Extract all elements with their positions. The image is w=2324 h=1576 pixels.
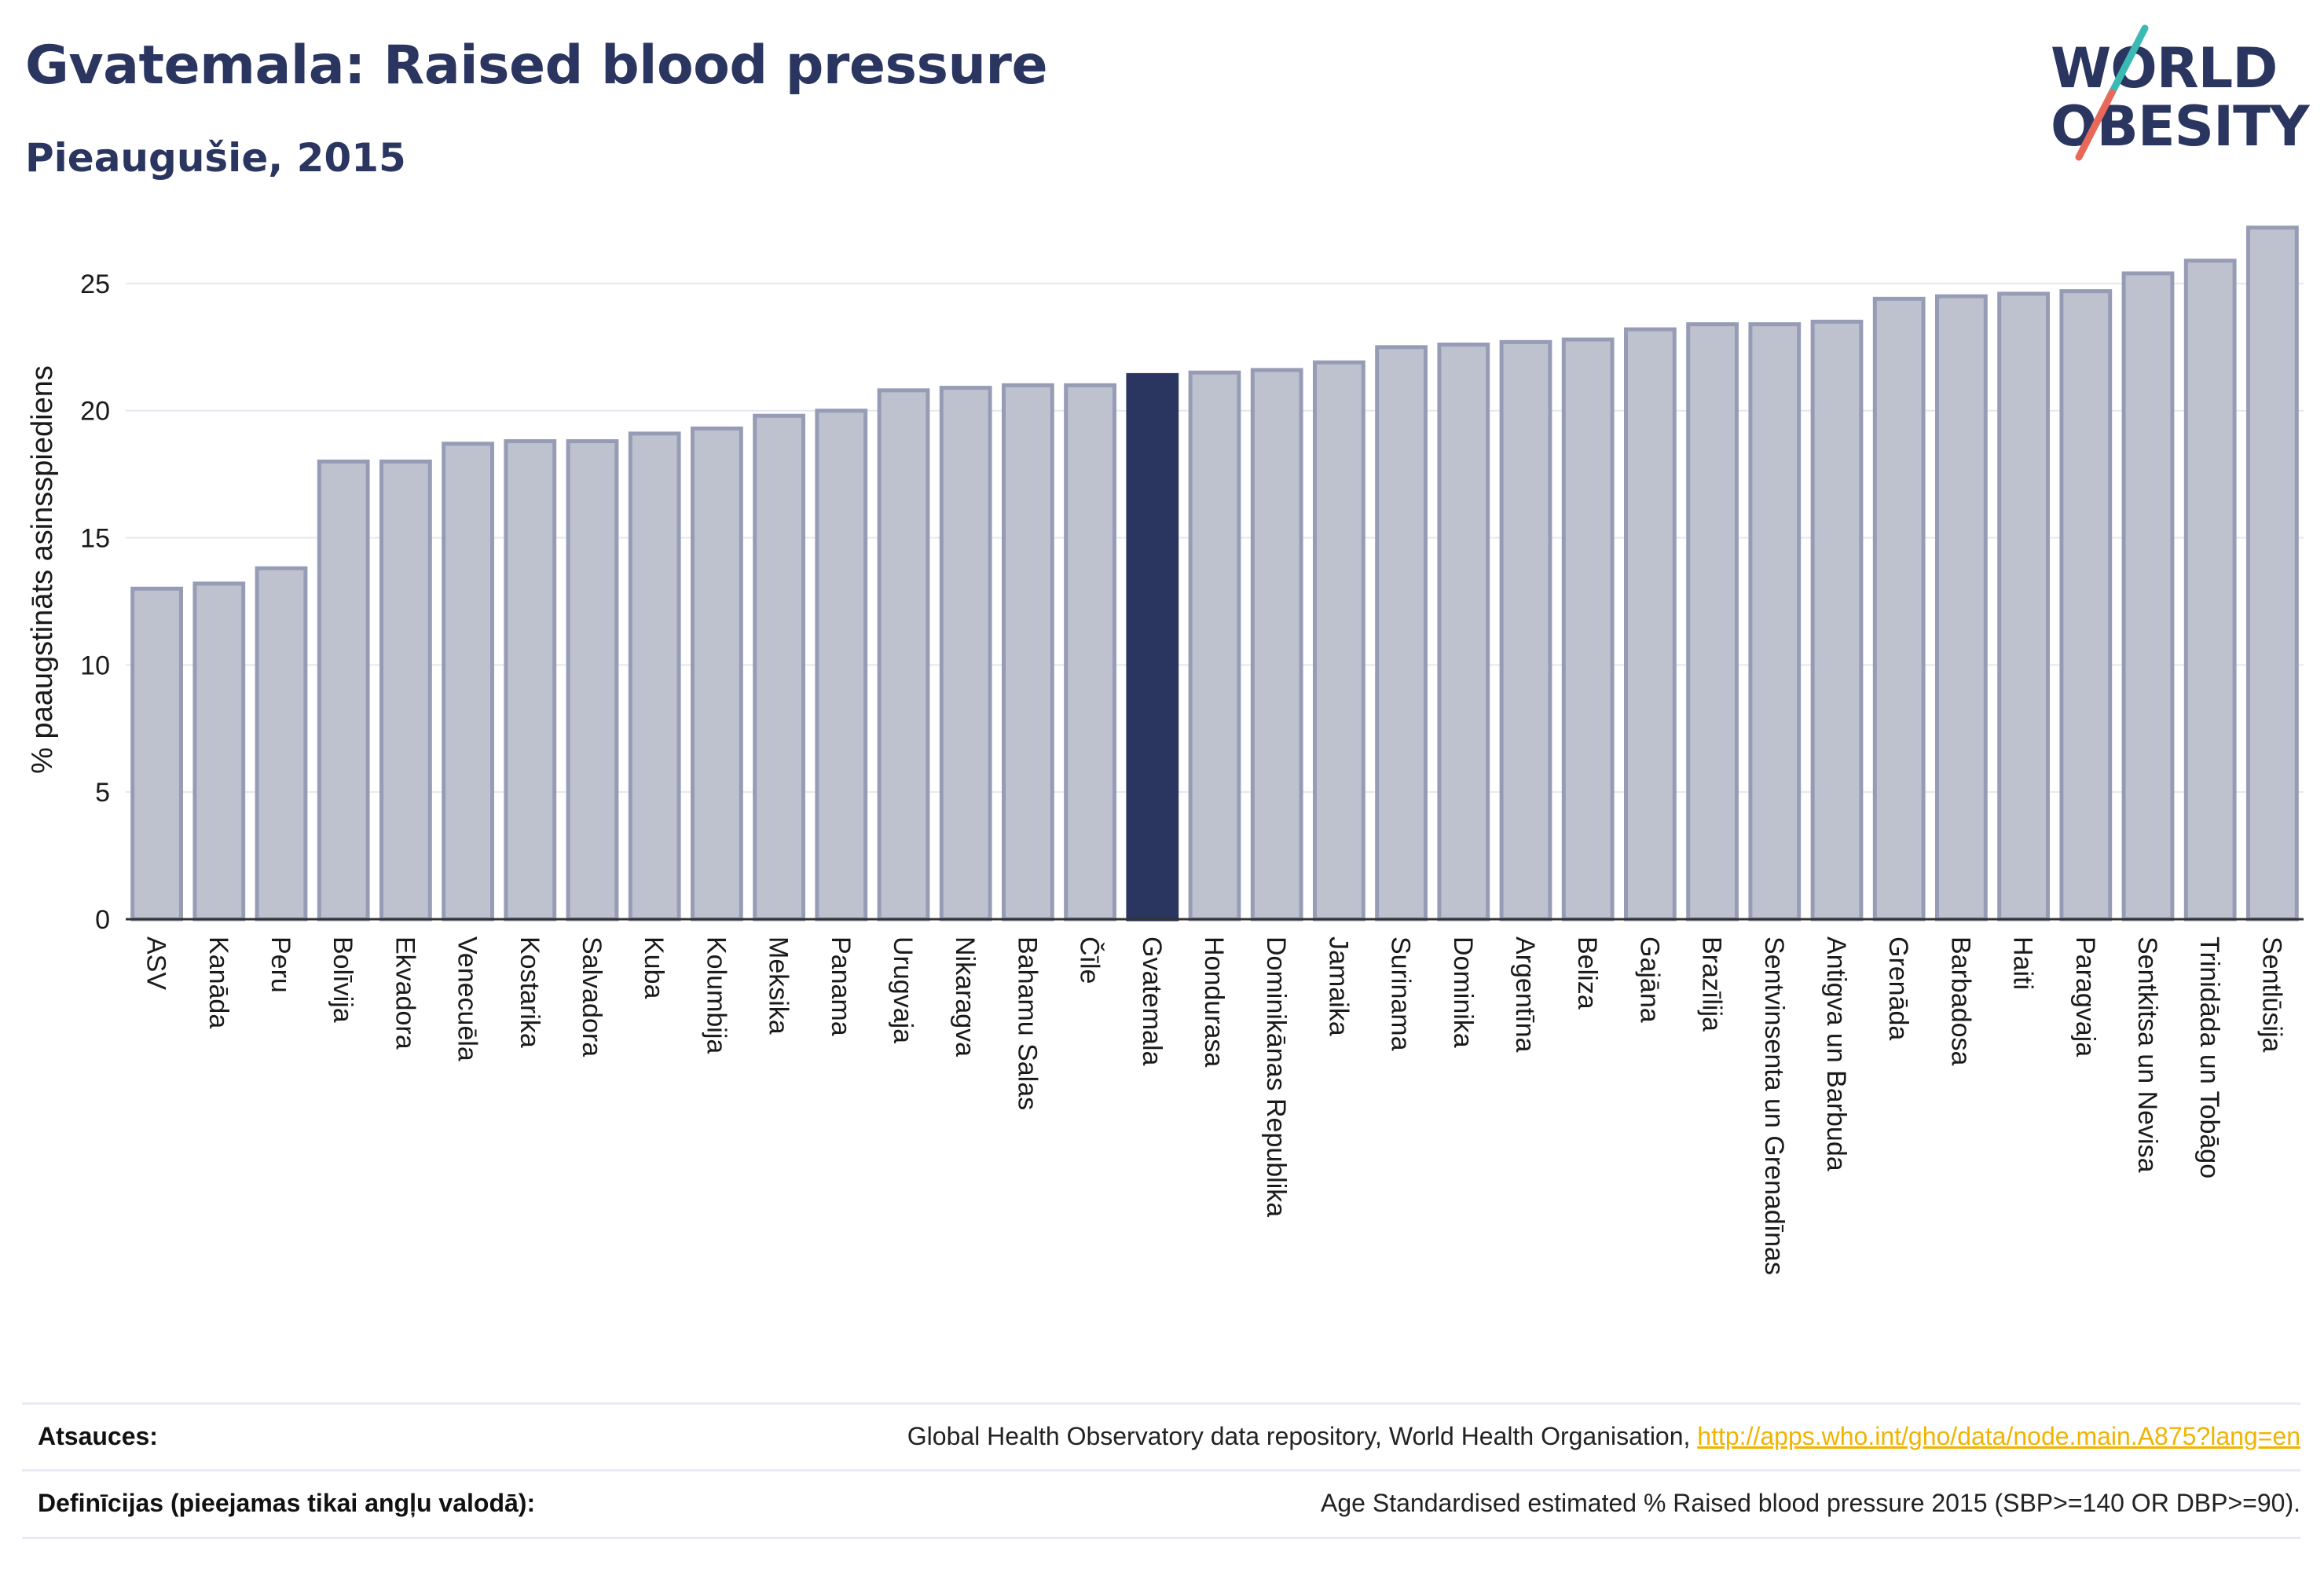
bar: [442, 442, 494, 922]
sources-link[interactable]: http://apps.who.int/gho/data/node.main.A…: [1697, 1421, 2300, 1450]
bar: [1561, 337, 1615, 922]
bar: [1810, 319, 1864, 922]
bar: [2121, 271, 2175, 922]
sources-label: Atsauces:: [38, 1421, 158, 1450]
bar: [815, 409, 868, 922]
x-tick-label: Dominikānas Republika: [1261, 936, 1291, 1217]
bar: [1188, 370, 1241, 922]
bar: [1748, 322, 1802, 922]
bar: [317, 459, 370, 922]
bar: [2246, 225, 2299, 922]
bar: [2059, 289, 2113, 922]
y-tick-label: 10: [80, 651, 110, 680]
bar: [1064, 383, 1116, 922]
x-tick-label: Grenāda: [1883, 936, 1913, 1040]
bar: [628, 431, 681, 922]
bar: [566, 439, 619, 922]
x-tick-label: Sentkitsa un Nevisa: [2132, 936, 2162, 1173]
x-tick-label: Gvatemala: [1137, 936, 1167, 1065]
sources-text: Global Health Observatory data repositor…: [907, 1421, 1698, 1450]
x-tick-label: Brazīlija: [1697, 936, 1727, 1032]
bar: [1997, 291, 2050, 922]
x-tick-label: Venecuēla: [453, 936, 482, 1061]
bar: [1624, 327, 1677, 922]
y-tick-label: 0: [95, 905, 110, 935]
bar: [1313, 360, 1365, 922]
y-axis-label: % paaugstināts asinsspiediens: [26, 365, 59, 774]
y-tick-label: 5: [95, 778, 110, 808]
bar: [753, 413, 805, 922]
bar: [1250, 368, 1303, 922]
logo-slash-icon: [2075, 24, 2149, 161]
x-tick-label: Bahamu Salas: [1012, 936, 1042, 1110]
bar: [877, 388, 930, 922]
y-tick-label: 20: [80, 397, 110, 427]
chart-subtitle: Pieaugušie, 2015: [25, 135, 406, 181]
x-tick-label: Kostarika: [515, 936, 544, 1048]
x-tick-label: Antigva un Barbuda: [1821, 936, 1851, 1171]
bar: [1499, 339, 1552, 922]
x-tick-label: Argentīna: [1510, 936, 1540, 1053]
x-tick-label: Salvadora: [577, 936, 607, 1057]
x-tick-label: Beliza: [1572, 936, 1602, 1010]
x-tick-label: ASV: [141, 936, 171, 990]
bar: [939, 386, 992, 922]
x-tick-label: Kanāda: [203, 936, 233, 1028]
chart-title: Gvatemala: Raised blood pressure: [25, 35, 1048, 97]
definitions-value: Age Standardised estimated % Raised bloo…: [1321, 1488, 2300, 1517]
bar: [130, 586, 183, 922]
x-tick-label: Dominika: [1448, 936, 1478, 1048]
bar: [1437, 343, 1490, 922]
x-tick-label: Peru: [266, 936, 295, 993]
bar: [2183, 258, 2237, 922]
x-tick-label: Sentlūsija: [2256, 936, 2286, 1053]
x-tick-label: Trinidāda un Tobāgo: [2194, 936, 2224, 1178]
bar: [255, 566, 308, 922]
x-tick-label: Nikaragva: [950, 936, 980, 1057]
definitions-label: Definīcijas (pieejamas tikai angļu valod…: [38, 1488, 536, 1517]
bar: [192, 581, 246, 922]
bar: [1686, 322, 1739, 922]
world-obesity-logo: WORLD OBESITY: [2051, 24, 2310, 165]
bar: [1375, 345, 1428, 922]
definitions-row: Definīcijas (pieejamas tikai angļu valod…: [22, 1469, 2300, 1534]
x-tick-label: Kuba: [639, 936, 669, 999]
x-tick-label: Panama: [826, 936, 856, 1036]
x-tick-label: Bolīvija: [328, 936, 357, 1023]
bar: [379, 459, 432, 922]
x-tick-label: Surinama: [1386, 936, 1416, 1051]
x-tick-label: Meksika: [764, 936, 794, 1035]
x-tick-label: Ekvadora: [390, 936, 420, 1050]
x-tick-label: Čīle: [1075, 936, 1105, 984]
bar: [1126, 372, 1179, 922]
footer-divider: [22, 1537, 2300, 1539]
bar-chart: 0 5 10 15 20 25 % paaugstināts asinsspiediens A…: [26, 225, 2304, 1275]
logo-text-world: WORLD: [2051, 36, 2278, 101]
bar: [504, 439, 557, 922]
x-tick-label: Jamaika: [1323, 936, 1353, 1036]
x-tick-label: Haiti: [2008, 936, 2038, 990]
x-tick-label: Hondurasa: [1199, 936, 1229, 1067]
x-tick-label: Paragvaja: [2070, 936, 2100, 1057]
bar: [1002, 383, 1054, 922]
bar: [691, 426, 743, 922]
y-tick-label: 15: [80, 524, 110, 554]
x-tick-label: Sentvinsenta un Grenadīnas: [1759, 936, 1789, 1275]
y-tick-label: 25: [80, 269, 110, 299]
sources-value: Global Health Observatory data repositor…: [907, 1422, 2300, 1451]
x-tick-label: Gajāna: [1634, 936, 1664, 1023]
bar: [1872, 296, 1926, 922]
x-tick-label: Urugvaja: [888, 936, 918, 1043]
bar: [1935, 294, 1988, 922]
x-tick-label: Kolumbija: [701, 936, 731, 1054]
sources-row: Atsauces: Global Health Observatory data…: [22, 1402, 2300, 1468]
x-tick-label: Barbadosa: [1945, 936, 1975, 1066]
